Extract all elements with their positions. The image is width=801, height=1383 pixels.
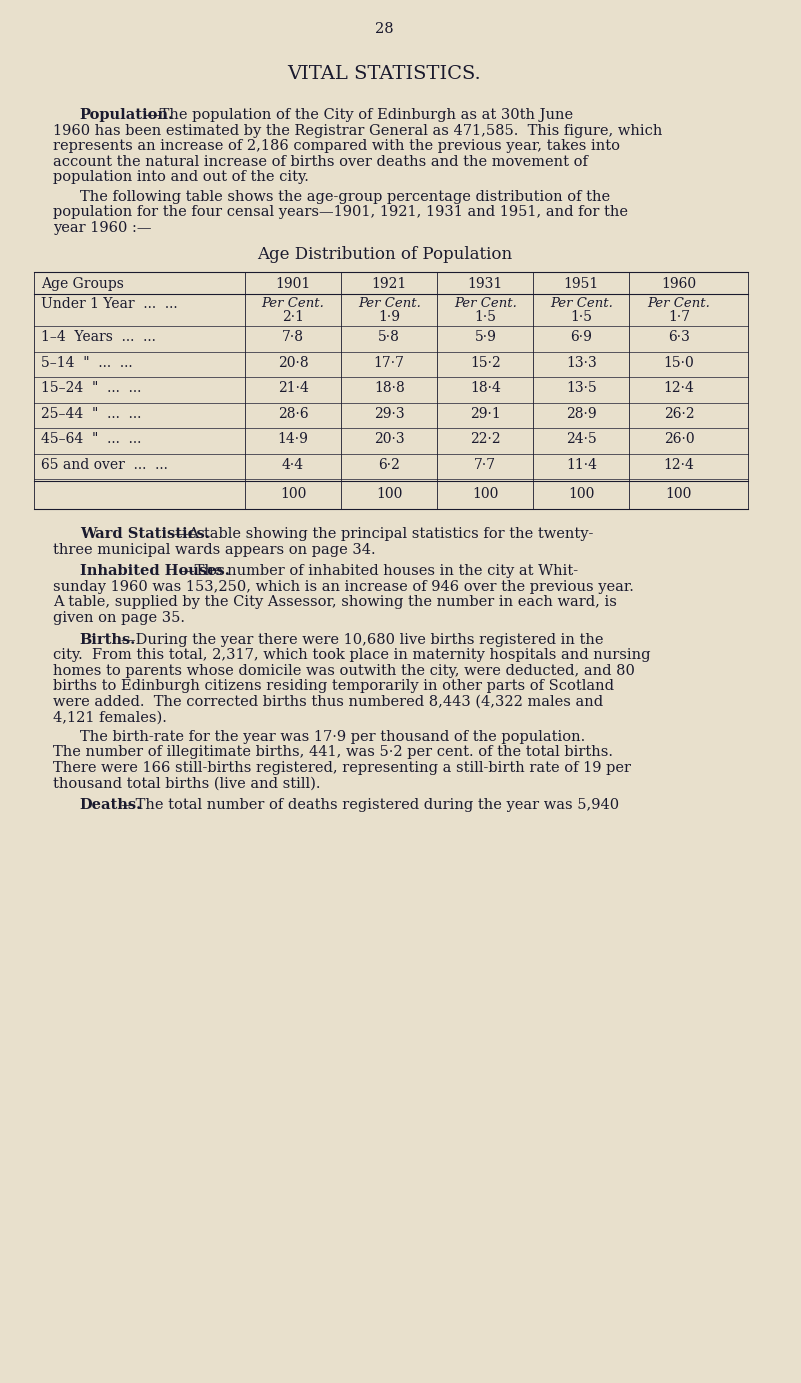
Text: 4,121 females).: 4,121 females). (53, 711, 167, 725)
Text: 45–64  "  ...  ...: 45–64 " ... ... (42, 433, 142, 447)
Text: 21·4: 21·4 (278, 382, 308, 396)
Text: 12·4: 12·4 (663, 382, 694, 396)
Text: 1901: 1901 (276, 278, 311, 292)
Text: 2·1: 2·1 (282, 310, 304, 325)
Text: 65 and over  ...  ...: 65 and over ... ... (42, 458, 168, 472)
Text: 13·5: 13·5 (566, 382, 597, 396)
Text: 26·0: 26·0 (664, 433, 694, 447)
Text: 29·1: 29·1 (470, 407, 501, 420)
Text: year 1960 :—: year 1960 :— (53, 221, 151, 235)
Text: 28·9: 28·9 (566, 407, 597, 420)
Text: 7·8: 7·8 (282, 331, 304, 344)
Text: homes to parents whose domicile was outwith the city, were deducted, and 80: homes to parents whose domicile was outw… (53, 664, 634, 678)
Text: 18·4: 18·4 (470, 382, 501, 396)
Text: A table, supplied by the City Assessor, showing the number in each ward, is: A table, supplied by the City Assessor, … (53, 596, 617, 610)
Text: 4·4: 4·4 (282, 458, 304, 472)
Text: 29·3: 29·3 (374, 407, 405, 420)
Text: Per Cent.: Per Cent. (647, 297, 710, 310)
Text: were added.  The corrected births thus numbered 8,443 (4,322 males and: were added. The corrected births thus nu… (53, 694, 603, 708)
Text: 6·3: 6·3 (668, 331, 690, 344)
Text: 6·9: 6·9 (570, 331, 593, 344)
Text: 22·2: 22·2 (470, 433, 501, 447)
Text: Per Cent.: Per Cent. (550, 297, 613, 310)
Text: 15–24  "  ...  ...: 15–24 " ... ... (42, 382, 142, 396)
Text: population into and out of the city.: population into and out of the city. (53, 170, 308, 184)
Text: 5·9: 5·9 (474, 331, 497, 344)
Text: 1931: 1931 (468, 278, 503, 292)
Text: 1960: 1960 (662, 278, 697, 292)
Text: city.  From this total, 2,317, which took place in maternity hospitals and nursi: city. From this total, 2,317, which took… (53, 649, 650, 662)
Text: 13·3: 13·3 (566, 355, 597, 369)
Text: 26·2: 26·2 (664, 407, 694, 420)
Text: 17·7: 17·7 (374, 355, 405, 369)
Text: births to Edinburgh citizens residing temporarily in other parts of Scotland: births to Edinburgh citizens residing te… (53, 679, 614, 693)
Text: 28·6: 28·6 (278, 407, 308, 420)
Text: 5·8: 5·8 (378, 331, 400, 344)
Text: Per Cent.: Per Cent. (358, 297, 421, 310)
Text: 20·3: 20·3 (374, 433, 405, 447)
Text: 28: 28 (375, 22, 394, 36)
Text: —The total number of deaths registered during the year was 5,940: —The total number of deaths registered d… (121, 798, 619, 812)
Text: The birth-rate for the year was 17·9 per thousand of the population.: The birth-rate for the year was 17·9 per… (80, 730, 585, 744)
Text: 1960 has been estimated by the Registrar General as 471,585.  This figure, which: 1960 has been estimated by the Registrar… (53, 123, 662, 137)
Text: 5–14  "  ...  ...: 5–14 " ... ... (42, 355, 133, 369)
Text: Age Groups: Age Groups (42, 278, 124, 292)
Text: —The population of the City of Edinburgh as at 30th June: —The population of the City of Edinburgh… (145, 108, 573, 122)
Text: 100: 100 (280, 487, 306, 501)
Text: sunday 1960 was 153,250, which is an increase of 946 over the previous year.: sunday 1960 was 153,250, which is an inc… (53, 579, 634, 593)
Text: Per Cent.: Per Cent. (262, 297, 324, 310)
Text: There were 166 still-births registered, representing a still-birth rate of 19 pe: There were 166 still-births registered, … (53, 761, 631, 774)
Text: 1951: 1951 (564, 278, 599, 292)
Text: 6·2: 6·2 (378, 458, 400, 472)
Text: 1·5: 1·5 (570, 310, 593, 325)
Text: VITAL STATISTICS.: VITAL STATISTICS. (288, 65, 481, 83)
Text: 20·8: 20·8 (278, 355, 308, 369)
Text: 7·7: 7·7 (474, 458, 497, 472)
Text: Births.: Births. (80, 632, 136, 647)
Text: Under 1 Year  ...  ...: Under 1 Year ... ... (42, 297, 178, 311)
Text: represents an increase of 2,186 compared with the previous year, takes into: represents an increase of 2,186 compared… (53, 140, 620, 154)
Text: 15·2: 15·2 (470, 355, 501, 369)
Text: Inhabited Houses.: Inhabited Houses. (80, 564, 230, 578)
Text: 24·5: 24·5 (566, 433, 597, 447)
Text: thousand total births (live and still).: thousand total births (live and still). (53, 776, 320, 791)
Text: Ward Statistics.: Ward Statistics. (80, 527, 210, 541)
Text: Age Distribution of Population: Age Distribution of Population (257, 246, 512, 263)
Text: Deaths.: Deaths. (80, 798, 142, 812)
Text: Population.: Population. (80, 108, 174, 122)
Text: 100: 100 (666, 487, 692, 501)
Text: 12·4: 12·4 (663, 458, 694, 472)
Text: —During the year there were 10,680 live births registered in the: —During the year there were 10,680 live … (121, 632, 604, 647)
Text: The number of illegitimate births, 441, was 5·2 per cent. of the total births.: The number of illegitimate births, 441, … (53, 745, 613, 759)
Text: given on page 35.: given on page 35. (53, 611, 185, 625)
Text: 1921: 1921 (372, 278, 407, 292)
Text: Per Cent.: Per Cent. (454, 297, 517, 310)
Text: 1·9: 1·9 (378, 310, 400, 325)
Text: 1·5: 1·5 (474, 310, 497, 325)
Text: —A table showing the principal statistics for the twenty-: —A table showing the principal statistic… (174, 527, 594, 541)
Text: 1·7: 1·7 (668, 310, 690, 325)
Text: The following table shows the age-group percentage distribution of the: The following table shows the age-group … (80, 189, 610, 203)
Text: account the natural increase of births over deaths and the movement of: account the natural increase of births o… (53, 155, 588, 169)
Text: —The number of inhabited houses in the city at Whit-: —The number of inhabited houses in the c… (180, 564, 578, 578)
Text: three municipal wards appears on page 34.: three municipal wards appears on page 34… (53, 544, 376, 557)
Text: 25–44  "  ...  ...: 25–44 " ... ... (42, 407, 142, 420)
Text: 100: 100 (472, 487, 498, 501)
Text: 14·9: 14·9 (278, 433, 308, 447)
Text: 1–4  Years  ...  ...: 1–4 Years ... ... (42, 331, 156, 344)
Text: 15·0: 15·0 (663, 355, 694, 369)
Text: 11·4: 11·4 (566, 458, 597, 472)
Text: 100: 100 (568, 487, 594, 501)
Text: population for the four censal years—1901, 1921, 1931 and 1951, and for the: population for the four censal years—190… (53, 205, 628, 220)
Text: 18·8: 18·8 (374, 382, 405, 396)
Text: 100: 100 (376, 487, 402, 501)
